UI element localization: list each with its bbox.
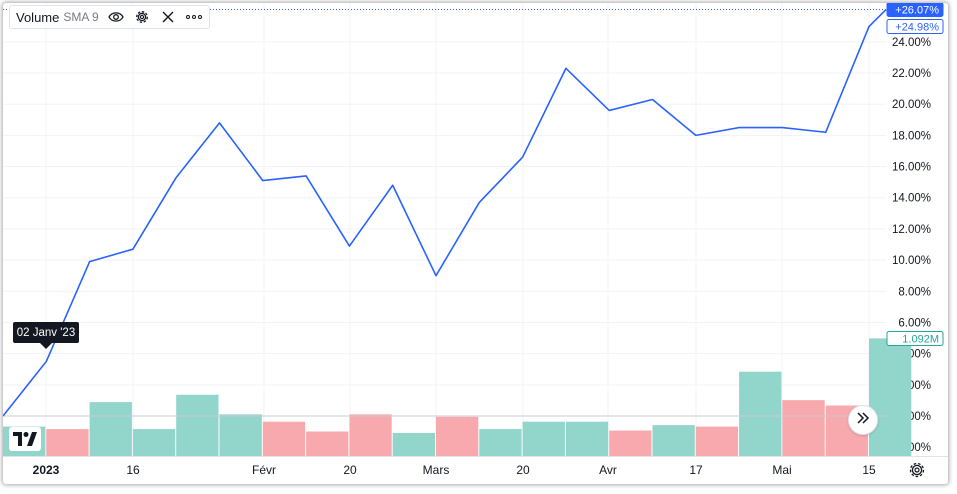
y-tick-label: 12.00% <box>892 224 931 236</box>
volume-bar <box>869 338 912 456</box>
y-tick-label: 6.00% <box>898 317 931 329</box>
x-tick-label: 2023 <box>33 463 60 477</box>
volume-bar <box>392 432 435 456</box>
x-tick-label: Mai <box>772 463 791 477</box>
volume-badge-last-label: 1.092M <box>902 334 939 346</box>
chevrons-right-icon <box>856 411 870 429</box>
y-tick-label: 24.00% <box>892 37 931 49</box>
y-tick-label: 10.00% <box>892 255 931 267</box>
indicator-name: Volume <box>16 9 60 25</box>
eye-icon[interactable] <box>107 8 125 26</box>
percent-badge-top-label: +26.07% <box>895 5 939 17</box>
chart-frame: 24.00% 22.00% 20.00% 18.00% 16.00% 14.00% 12.0… <box>3 3 948 484</box>
more-icon[interactable] <box>185 8 203 26</box>
percent-badge-last-label: +24.98% <box>895 22 939 34</box>
y-tick-label: 20.00% <box>892 99 931 111</box>
y-tick-label: 8.00% <box>898 286 931 298</box>
volume-bar <box>565 421 609 456</box>
scroll-to-realtime-button[interactable] <box>848 405 878 435</box>
volume-bar <box>609 430 652 456</box>
y-tick-label: 14.00% <box>892 193 931 205</box>
volume-bar <box>522 421 565 456</box>
volume-bar <box>349 414 392 456</box>
volume-bar <box>306 431 349 456</box>
tradingview-logo[interactable] <box>9 427 41 451</box>
x-tick-label: 20 <box>516 463 530 477</box>
x-tick-label: 16 <box>126 463 140 477</box>
percent-badge-top <box>886 3 944 17</box>
volume-bar <box>782 400 825 456</box>
y-tick-label: 18.00% <box>892 130 931 142</box>
date-tooltip-arrow <box>40 343 52 349</box>
volume-bar <box>89 402 132 456</box>
gear-icon <box>908 461 926 484</box>
volume-bar <box>652 425 695 456</box>
volume-bar <box>695 426 739 456</box>
x-tick-label: 17 <box>689 463 703 477</box>
volume-bar <box>219 414 262 456</box>
chart-canvas[interactable]: 24.00% 22.00% 20.00% 18.00% 16.00% 14.00% 12.0… <box>3 3 948 484</box>
y-tick-label: 16.00% <box>892 162 931 174</box>
y-tick-label: 22.00% <box>892 68 931 80</box>
close-icon[interactable] <box>159 8 177 26</box>
date-tooltip <box>13 322 79 343</box>
series-line <box>3 9 887 417</box>
indicator-legend: Volume SMA 9 <box>9 5 210 29</box>
volume-bar <box>479 429 522 456</box>
volume-bar <box>132 429 176 456</box>
volume-bar <box>176 394 219 456</box>
x-tick-label: Avr <box>599 463 617 477</box>
x-tick-label: Mars <box>423 463 450 477</box>
gear-icon[interactable] <box>133 8 151 26</box>
volume-bar <box>436 416 479 456</box>
volume-badge-last <box>886 331 944 346</box>
indicator-params: SMA 9 <box>63 10 99 24</box>
volume-bar <box>739 371 782 456</box>
x-tick-label: 15 <box>862 463 876 477</box>
date-tooltip-label: 02 Janv '23 <box>17 327 75 339</box>
volume-bar <box>262 421 306 456</box>
percent-badge-last <box>886 19 944 34</box>
volume-bar <box>46 429 89 456</box>
x-tick-label: Févr <box>252 463 276 477</box>
x-tick-label: 20 <box>343 463 357 477</box>
chart-settings-button[interactable] <box>906 461 928 483</box>
